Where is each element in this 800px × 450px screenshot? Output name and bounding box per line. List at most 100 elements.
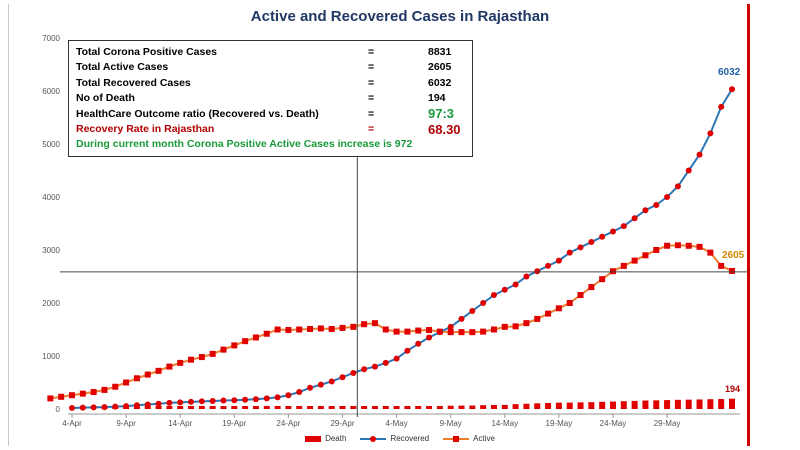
death-bar <box>242 406 249 409</box>
recovered-point <box>631 215 638 222</box>
recovered-point <box>469 307 476 314</box>
chart-title: Active and Recovered Cases in Rajasthan <box>250 8 550 25</box>
death-bar <box>220 406 227 409</box>
recovered-point <box>252 396 259 403</box>
legend-label: Active <box>473 434 495 443</box>
death-bar <box>166 406 173 409</box>
info-box: Total Corona Positive Cases = 8831 Total… <box>68 40 473 157</box>
recovered-point <box>426 334 433 341</box>
active-point <box>393 328 400 335</box>
recovered-point <box>718 103 725 110</box>
death-bar <box>328 406 335 409</box>
info-value: 6032 <box>428 76 452 89</box>
active-point <box>328 325 335 332</box>
death-bar <box>696 399 703 409</box>
active-point <box>361 321 368 328</box>
death-bar <box>555 402 562 409</box>
x-tick-label: 9-Apr <box>116 419 136 428</box>
death-bar <box>263 406 270 409</box>
recovered-point <box>577 244 584 251</box>
recovered-callout: 6032 <box>718 67 741 78</box>
recovered-point <box>393 355 400 362</box>
death-bar <box>350 406 357 409</box>
active-point <box>123 379 130 386</box>
death-bar <box>209 406 216 409</box>
x-tick-label: 19-Apr <box>222 419 246 428</box>
death-bar <box>307 406 314 409</box>
active-point <box>47 395 54 402</box>
recovered-point <box>490 292 497 299</box>
y-tick-label: 6000 <box>42 87 60 96</box>
death-bar <box>426 406 433 409</box>
x-tick-label: 14-May <box>491 419 518 428</box>
recovered-point <box>436 329 443 336</box>
recovered-point <box>307 384 314 391</box>
recovered-point <box>555 257 562 264</box>
recovered-point <box>144 401 151 408</box>
active-point <box>166 363 173 370</box>
death-bar <box>458 405 465 409</box>
active-point <box>188 356 195 363</box>
active-point <box>198 354 205 361</box>
death-bar <box>545 403 552 409</box>
death-bar <box>620 401 627 409</box>
death-bar <box>469 405 476 409</box>
info-label: HealthCare Outcome ratio (Recovered vs. … <box>76 107 319 120</box>
active-point <box>609 268 616 275</box>
recovered-point <box>198 398 205 405</box>
recovered-point <box>404 347 411 354</box>
recovered-point <box>642 207 649 214</box>
active-point <box>469 329 476 336</box>
active-point <box>155 367 162 374</box>
active-point <box>490 326 497 333</box>
info-value: 97:3 <box>428 106 455 122</box>
legend-swatch-active <box>443 435 470 442</box>
y-tick-label: 5000 <box>42 140 60 149</box>
recovered-point <box>263 395 270 402</box>
info-label: No of Death <box>76 92 135 105</box>
active-point <box>718 262 725 269</box>
active-point <box>285 327 292 334</box>
legend-label: Death <box>325 434 347 443</box>
active-point <box>653 247 660 253</box>
info-row-ratio: HealthCare Outcome ratio (Recovered vs. … <box>76 106 466 122</box>
recovered-point <box>447 323 454 330</box>
y-tick-label: 1000 <box>42 352 60 361</box>
death-bar <box>609 401 616 409</box>
active-point <box>588 284 595 291</box>
active-point <box>79 390 86 397</box>
death-bar <box>339 406 346 409</box>
recovered-point <box>707 130 714 137</box>
death-bar <box>436 406 443 409</box>
death-bar <box>490 405 497 409</box>
death-bar <box>296 406 303 409</box>
recovered-point <box>685 167 692 174</box>
recovered-point <box>177 399 184 406</box>
active-point <box>707 249 714 256</box>
y-tick-label: 2000 <box>42 299 60 308</box>
info-value: 2605 <box>428 61 452 74</box>
legend-swatch-recovered <box>360 435 387 442</box>
death-bar <box>198 406 205 409</box>
recovered-point <box>231 397 238 404</box>
active-point <box>382 326 389 333</box>
active-point <box>252 334 259 341</box>
recovered-point <box>112 403 119 410</box>
active-point <box>209 350 216 357</box>
active-point <box>350 323 357 330</box>
info-eq: = <box>368 107 375 120</box>
death-bar <box>534 403 541 409</box>
death-bar <box>371 406 378 409</box>
recovered-point <box>674 183 681 190</box>
death-bar <box>144 406 151 409</box>
recovered-point <box>620 223 627 230</box>
death-bar <box>631 400 638 409</box>
death-bar <box>382 406 389 409</box>
info-eq: = <box>368 45 375 58</box>
info-label: Recovery Rate in Rajasthan <box>76 123 215 136</box>
recovered-point <box>69 404 75 411</box>
info-value: 8831 <box>428 45 452 58</box>
y-tick-label: 4000 <box>42 193 60 202</box>
recovered-point <box>166 399 173 406</box>
